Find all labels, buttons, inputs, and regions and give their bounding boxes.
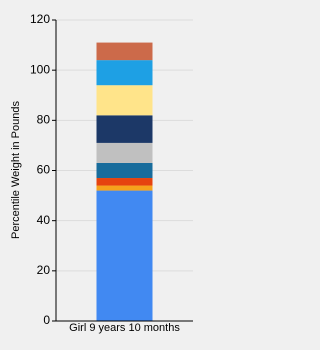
bar-segment [96, 85, 153, 116]
y-axis-label: Percentile Weight in Pounds [10, 101, 22, 239]
x-tick-label: Girl 9 years 10 months [69, 322, 180, 334]
bar-segment [96, 42, 153, 61]
y-tick-label: 20 [37, 263, 51, 277]
bar-segment [96, 178, 153, 186]
y-tick-label: 100 [30, 62, 50, 76]
chart: Percentile Weight in Pounds 0 20 40 60 80 100… [9, 12, 193, 334]
y-tick-label: 60 [37, 163, 51, 177]
bar-segment [96, 142, 153, 163]
bar-segment [96, 60, 153, 86]
y-tick-label: 120 [30, 12, 50, 26]
bar-segment [96, 115, 153, 143]
bar-segment [96, 190, 153, 321]
bar-segment [96, 185, 153, 191]
y-tick-label: 0 [43, 313, 50, 327]
y-tick-label: 40 [37, 213, 51, 227]
bar-segment [96, 162, 153, 179]
y-tick-label: 80 [37, 113, 51, 127]
